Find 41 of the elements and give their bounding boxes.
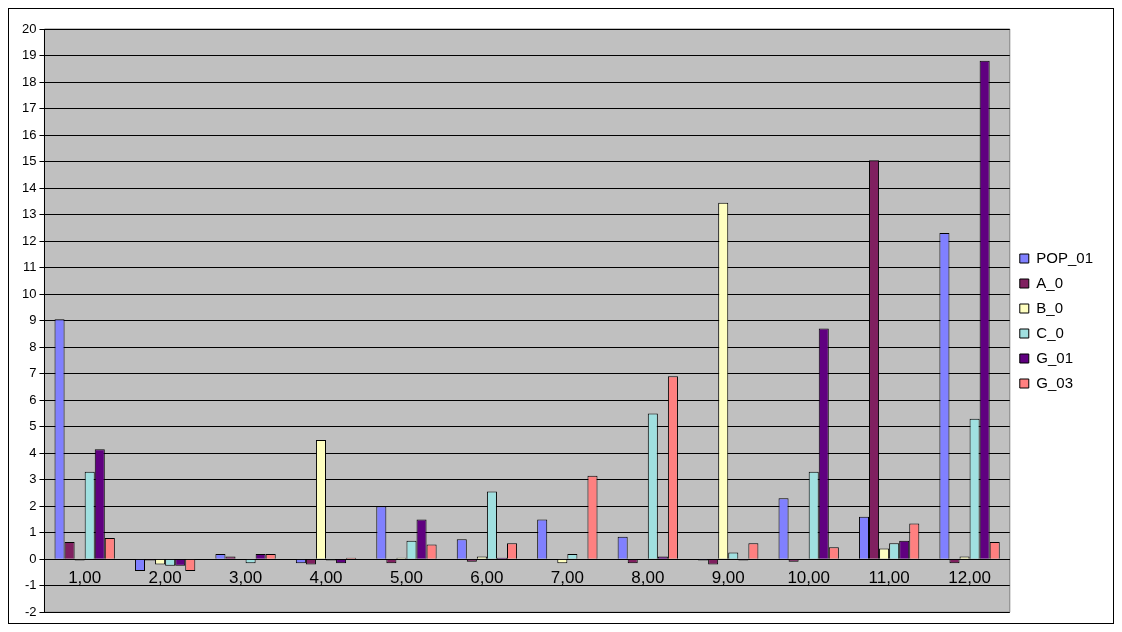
x-tick-label: 7,00 — [550, 568, 584, 588]
y-tick-label: 0 — [29, 550, 37, 566]
x-tick-label: 1,00 — [68, 568, 102, 588]
y-tick-label: -2 — [24, 603, 37, 619]
x-tick-label: 9,00 — [711, 568, 745, 588]
y-tick-label: 3 — [29, 471, 37, 487]
y-tick-label: 6 — [29, 391, 37, 407]
x-tick-label: 8,00 — [631, 568, 665, 588]
legend-label: POP_01 — [1036, 248, 1094, 266]
y-tick-label: 18 — [21, 73, 37, 89]
y-tick-label: 19 — [21, 47, 37, 63]
legend-label: C_0 — [1036, 323, 1064, 341]
y-tick-label: 2 — [29, 497, 37, 513]
y-tick-label: 16 — [21, 126, 37, 142]
y-tick-label: 20 — [21, 20, 37, 36]
x-tick-label: 2,00 — [148, 568, 182, 588]
y-tick-label: 11 — [22, 259, 37, 275]
legend-label: A_0 — [1036, 273, 1063, 291]
y-tick-label: 12 — [21, 232, 37, 248]
x-tick-label: 6,00 — [470, 568, 504, 588]
x-tick-label: 4,00 — [309, 568, 343, 588]
y-tick-label: 15 — [21, 153, 37, 169]
y-tick-label: 9 — [29, 312, 37, 328]
legend-label: G_01 — [1036, 348, 1073, 366]
legend-label: B_0 — [1036, 298, 1063, 316]
y-tick-label: 14 — [21, 179, 37, 195]
x-tick-label: 12,00 — [948, 568, 991, 588]
y-tick-label: -1 — [24, 577, 37, 593]
y-tick-label: 4 — [29, 444, 37, 460]
y-tick-label: 13 — [21, 206, 37, 222]
x-tick-label: 5,00 — [389, 568, 424, 588]
y-tick-label: 10 — [21, 285, 37, 301]
x-tick-label: 10,00 — [787, 568, 830, 588]
y-tick-label: 7 — [29, 365, 37, 381]
x-tick-label: 11,00 — [868, 568, 910, 588]
y-tick-label: 5 — [29, 418, 37, 434]
y-tick-label: 17 — [21, 100, 37, 116]
legend-label: G_03 — [1036, 373, 1073, 391]
y-tick-label: 8 — [29, 338, 37, 354]
x-tick-label: 3,00 — [229, 568, 263, 588]
y-tick-label: 1 — [29, 524, 37, 540]
